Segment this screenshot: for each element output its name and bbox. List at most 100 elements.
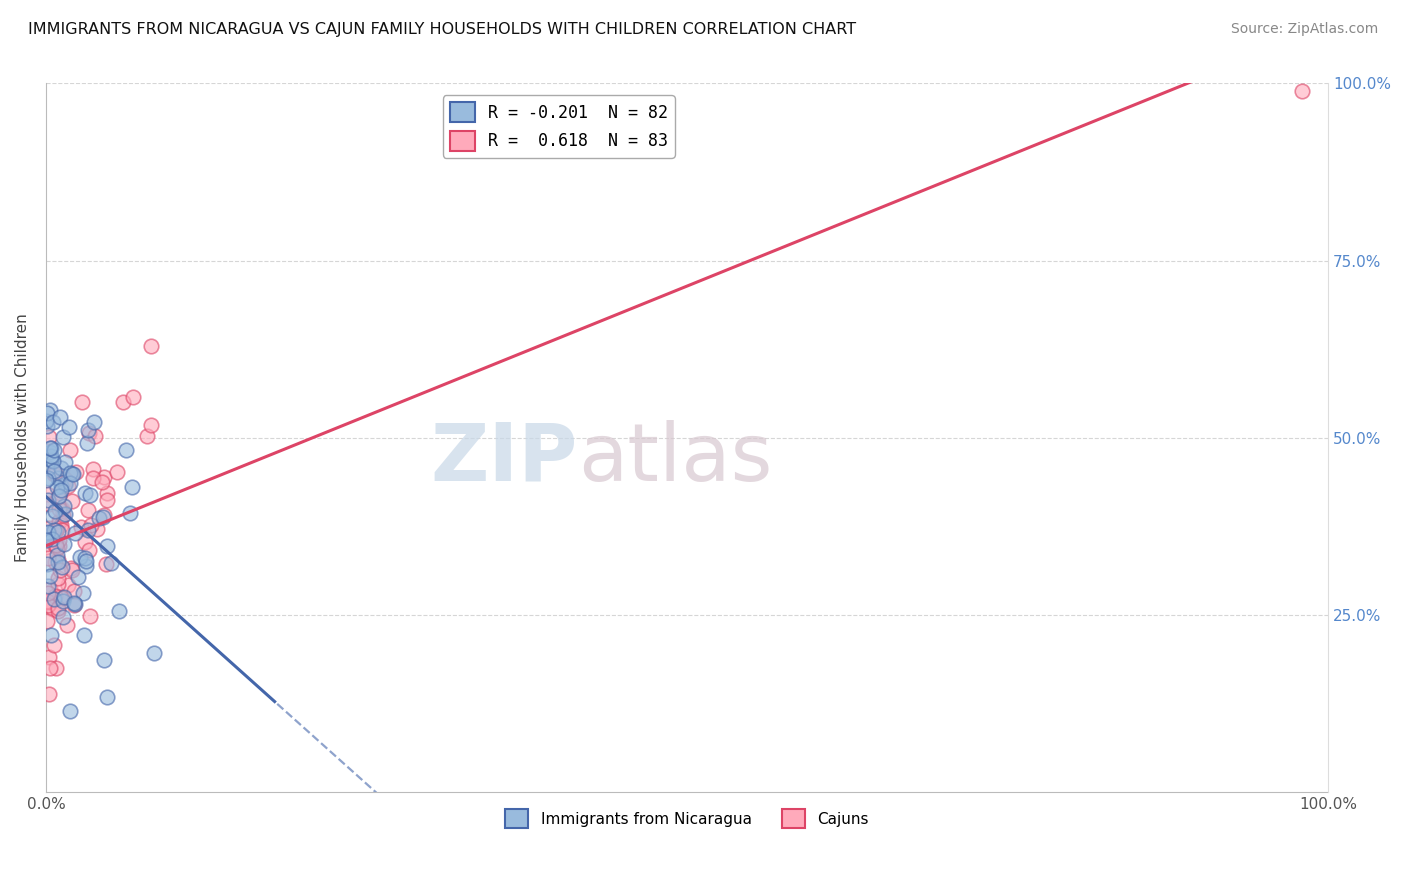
Point [136, 429, 159, 443]
Point [77, 543, 100, 558]
Point [48, 489, 70, 503]
Point [63, 597, 86, 611]
Point [44, 464, 66, 478]
Point [62, 467, 84, 481]
Point [35, 419, 58, 434]
Point [72, 585, 94, 599]
Point [139, 417, 162, 432]
Point [38, 649, 60, 664]
Point [52, 430, 75, 444]
Point [37, 471, 59, 485]
Point [42, 454, 65, 468]
Point [60, 494, 83, 508]
Point [44, 555, 66, 569]
Point [37, 550, 59, 565]
Point [70, 520, 93, 534]
Point [44, 504, 66, 518]
Point [75, 534, 97, 549]
Point [49, 461, 72, 475]
Point [35, 473, 58, 487]
Point [53, 455, 76, 469]
Point [39, 595, 62, 609]
Point [69, 550, 91, 565]
Point [42, 443, 65, 458]
Point [48, 533, 70, 547]
Point [53, 499, 76, 513]
Y-axis label: Family Households with Children: Family Households with Children [15, 313, 30, 562]
Point [53, 537, 76, 551]
Point [114, 442, 136, 457]
Point [105, 465, 128, 479]
Point [48, 514, 70, 528]
Point [91, 510, 114, 524]
Point [60, 563, 83, 577]
Point [46, 572, 69, 586]
Point [93, 470, 115, 484]
Point [37, 598, 59, 612]
Point [76, 503, 98, 517]
Text: IMMIGRANTS FROM NICARAGUA VS CAJUN FAMILY HOUSEHOLDS WITH CHILDREN CORRELATION C: IMMIGRANTS FROM NICARAGUA VS CAJUN FAMIL… [28, 22, 856, 37]
Point [59, 704, 82, 718]
Point [87, 510, 110, 524]
Point [37, 525, 59, 540]
Point [79, 425, 101, 440]
Point [46, 601, 69, 615]
Point [35, 594, 58, 608]
Point [75, 554, 97, 568]
Point [48, 604, 70, 618]
Point [55, 472, 77, 486]
Point [45, 538, 67, 552]
Point [46, 490, 69, 504]
Point [62, 584, 84, 599]
Point [45, 481, 67, 495]
Point [48, 502, 70, 516]
Point [35, 614, 58, 628]
Point [52, 591, 75, 606]
Point [59, 476, 82, 491]
Point [38, 521, 60, 535]
Point [96, 539, 118, 553]
Text: Source: ZipAtlas.com: Source: ZipAtlas.com [1230, 22, 1378, 37]
Point [58, 466, 80, 480]
Point [82, 462, 104, 476]
Point [39, 449, 62, 463]
Point [38, 661, 60, 675]
Point [52, 594, 75, 608]
Point [37, 579, 59, 593]
Point [38, 568, 60, 582]
Point [46, 555, 69, 569]
Text: atlas: atlas [578, 420, 772, 498]
Point [37, 460, 59, 475]
Point [76, 436, 98, 450]
Point [77, 523, 100, 537]
Point [51, 560, 73, 574]
Point [41, 509, 63, 524]
Point [42, 467, 65, 482]
Point [58, 420, 80, 434]
Point [122, 390, 145, 404]
Point [96, 493, 118, 508]
Point [79, 608, 101, 623]
Point [73, 628, 96, 642]
Point [46, 471, 69, 485]
Point [35, 413, 58, 427]
Text: ZIP: ZIP [430, 420, 578, 498]
Point [44, 589, 66, 603]
Point [35, 406, 58, 420]
Point [48, 563, 70, 577]
Point [44, 467, 66, 481]
Point [35, 487, 58, 501]
Point [38, 430, 60, 444]
Point [35, 526, 58, 541]
Point [90, 475, 112, 489]
Point [49, 514, 72, 528]
Point [53, 507, 76, 521]
Point [53, 591, 76, 605]
Point [66, 570, 89, 584]
Point [93, 508, 115, 523]
Point [46, 524, 69, 539]
Point [55, 474, 77, 488]
Point [142, 646, 165, 660]
Point [65, 465, 87, 479]
Point [82, 470, 104, 484]
